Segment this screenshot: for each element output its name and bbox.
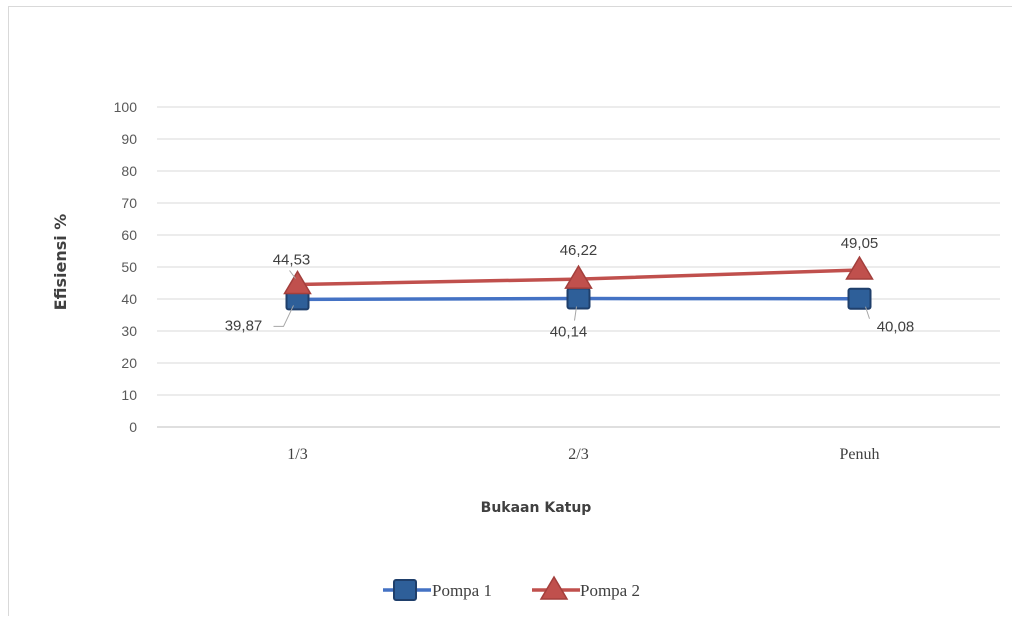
y-tick-label-0: 0 [129,419,137,435]
x-axis-label: Bukaan Katup [481,500,592,516]
x-tick-label-3: Penuh [840,446,880,463]
legend: Pompa 1 Pompa 2 [383,575,640,601]
y-axis-label: Efisiensi % [51,214,70,311]
data-label: 40,08 [877,319,915,336]
y-tick-label-10: 10 [121,387,137,403]
y-tick-label-70: 70 [121,195,137,211]
data-label: 39,87 [225,317,263,334]
legend-marker-triangle-icon [539,575,569,600]
series-2-point-3 [845,255,874,280]
y-tick-label-90: 90 [121,131,137,147]
leader-line [273,305,294,327]
y-tick-label-100: 100 [114,99,138,115]
series-1-point-2 [566,287,591,310]
data-label-layer: 39,87 40,14 40,08 44,53 46,22 49,05 [225,235,915,341]
series-2-point-1 [283,270,312,295]
legend-marker-square-icon [393,579,417,601]
y-tick-label-20: 20 [121,355,137,371]
y-tick-label-60: 60 [121,227,137,243]
leader-line [289,270,296,279]
legend-label-1: Pompa 1 [432,581,492,600]
legend-label-2: Pompa 2 [580,581,640,600]
y-tick-labels: 0 10 20 30 40 50 60 70 80 90 100 [114,99,138,435]
x-tick-label-2: 2/3 [568,446,588,463]
leader-line [574,306,577,321]
data-label: 49,05 [841,235,879,252]
series-1-point-3 [847,287,872,310]
chart-frame [8,6,1012,616]
x-tick-label-1: 1/3 [287,446,307,463]
y-tick-label-30: 30 [121,323,137,339]
series-2-point-2 [564,264,593,289]
series-layer [283,255,874,311]
y-tick-label-40: 40 [121,291,137,307]
data-label: 40,14 [550,324,588,341]
leader-line [865,306,870,319]
y-tick-label-80: 80 [121,163,137,179]
x-tick-labels: 1/3 2/3 Penuh [287,446,879,463]
data-label: 44,53 [273,252,311,269]
data-label: 46,22 [560,242,598,259]
y-tick-label-50: 50 [121,259,137,275]
